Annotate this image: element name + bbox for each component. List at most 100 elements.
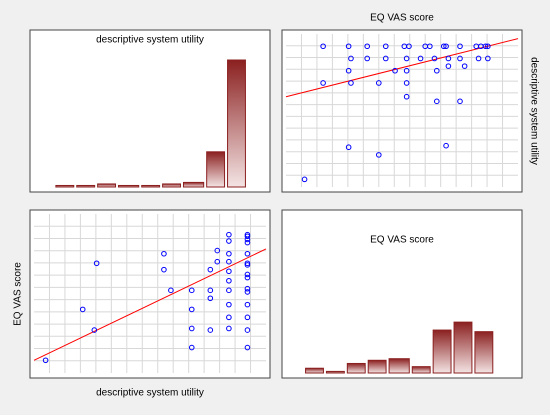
point [168,287,174,294]
point [226,287,232,294]
point [364,55,371,62]
point [485,43,491,50]
point [376,80,382,86]
point [226,314,232,321]
bar [325,370,345,374]
panel [29,209,271,379]
point [244,314,251,321]
bar [411,366,431,374]
point [457,98,463,105]
point [207,266,214,273]
point [244,271,251,278]
point [434,67,440,74]
point [364,43,371,50]
y-axis-label: EQ VAS score [13,262,24,326]
bar [367,359,387,374]
point [406,43,412,50]
point [226,325,232,332]
point [485,55,491,62]
point [226,231,232,238]
panel-title: descriptive system utility [96,35,204,46]
point [440,43,447,50]
point [417,55,424,62]
bar [474,331,494,374]
trend-line [33,248,267,361]
point [244,327,251,333]
point [226,250,232,257]
bar [97,183,117,188]
point [161,266,167,273]
point [244,285,251,292]
point [226,268,232,275]
point [91,327,98,333]
point [244,344,251,351]
bar [182,181,205,188]
point [244,289,251,295]
point [161,250,167,257]
point [457,55,463,62]
point [207,287,214,294]
point [244,231,251,238]
point [475,55,482,62]
point [427,43,433,50]
point [376,152,382,158]
point [188,344,195,351]
bar [162,183,181,188]
point [434,98,440,105]
point [403,80,410,86]
bar [118,184,140,188]
point [226,258,232,265]
point [42,357,49,364]
bar [432,329,452,374]
point [445,63,452,69]
point [445,55,452,62]
x-axis-label: descriptive system utility [96,388,204,399]
bar [76,184,96,188]
point [188,306,195,313]
point [93,260,100,267]
point [345,144,352,151]
y-axis-label: descriptive system utility [528,57,539,165]
point [345,67,352,74]
point [207,327,214,333]
bar [227,59,246,188]
bar [388,358,410,374]
point [226,301,232,308]
point [244,301,251,308]
x-axis-title: EQ VAS score [370,13,434,24]
bar [55,184,75,188]
point [214,247,221,254]
point [443,142,449,149]
point [348,55,354,62]
bar [305,367,324,374]
point [244,274,251,281]
point [207,295,214,302]
bar [453,321,473,374]
point [301,176,308,183]
point [457,43,463,50]
point [320,80,326,86]
point [226,238,232,244]
point [443,43,449,50]
point [188,325,195,332]
point [79,306,86,313]
point [188,287,195,294]
point [403,67,410,74]
point [244,239,251,246]
point [382,43,389,50]
point [214,258,221,265]
point [244,260,251,267]
point [244,250,251,257]
point [403,55,410,62]
point [226,277,232,284]
point [461,63,468,69]
bar [206,151,226,188]
point [345,43,352,50]
panel [281,29,523,193]
point [482,43,489,50]
point [403,93,410,100]
point [392,67,398,74]
bar [141,184,161,188]
